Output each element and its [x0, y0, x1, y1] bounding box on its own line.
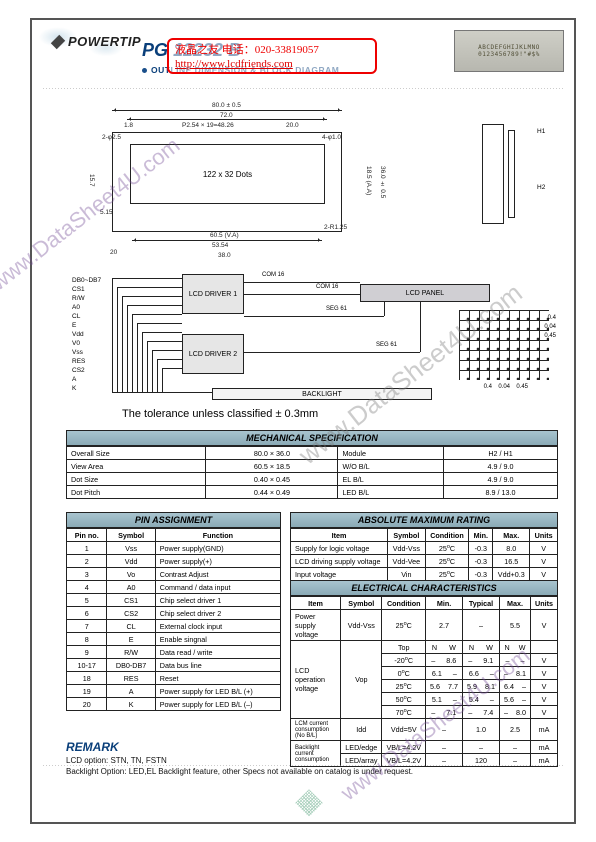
- brand-text: POWERTIP: [68, 34, 141, 49]
- lcd-line1: ABCDEFGHIJKLMNO: [478, 44, 540, 51]
- pin-assign: PIN ASSIGNMENT Pin no.SymbolFunction1Vss…: [66, 512, 281, 711]
- chip-d2: 0.04: [544, 324, 556, 330]
- lcd-driver-1: LCD DRIVER 1: [182, 274, 244, 314]
- mech-spec-table: Overall Size80.0 × 36.0ModuleH2 / H1View…: [66, 446, 558, 499]
- elec-title: ELECTRICAL CHARACTERISTICS: [290, 580, 558, 596]
- divider-dots-1: [42, 88, 564, 89]
- page-frame: POWERTIP ABCDEFGHIJKLMNO 0123456789!"#$%…: [30, 18, 576, 824]
- lbl-h2: H2: [537, 184, 545, 191]
- mech-spec-title: MECHANICAL SPECIFICATION: [66, 430, 558, 446]
- remark-section: REMARK LCD option: STN, TN, FSTN Backlig…: [66, 740, 558, 776]
- dim-72: 72.0: [220, 112, 233, 119]
- backlight-box: BACKLIGHT: [212, 388, 432, 400]
- absmax-table: ItemSymbolConditionMin.Max.UnitsSupply f…: [290, 528, 558, 581]
- chip-d1: 0.4: [548, 315, 556, 321]
- dot-pitch-detail: [459, 310, 549, 380]
- chip-d4: 0.4: [484, 384, 492, 390]
- vendor-line1: 液晶之友 电话：020-33819057: [175, 43, 369, 57]
- active-area: 122 x 32 Dots: [130, 144, 325, 204]
- lcd-driver-2: LCD DRIVER 2: [182, 334, 244, 374]
- remark-title: REMARK: [66, 740, 558, 754]
- dim-20: 20.0: [286, 122, 299, 129]
- absmax-title: ABSOLUTE MAXIMUM RATING: [290, 512, 558, 528]
- chip-d3: 0.45: [544, 333, 556, 339]
- lcd-line2: 0123456789!"#$%: [478, 51, 540, 58]
- brand-diamond-icon: [51, 34, 65, 48]
- vendor-overlay: 液晶之友 电话：020-33819057 http://www.lcdfrien…: [167, 38, 377, 74]
- dim-w20: 20: [110, 249, 117, 256]
- side-view: H1 H2: [442, 124, 562, 249]
- lcd-panel-box: LCD PANEL: [360, 284, 490, 302]
- chip-d6: 0.45: [516, 384, 528, 390]
- brand-logo: POWERTIP: [52, 34, 141, 49]
- tolerance-note: The tolerance unless classified ± 0.3mm: [122, 408, 318, 420]
- front-view: 80.0 ± 0.5 72.0 P2.54 × 19=48.26 1.8 20.…: [72, 104, 382, 254]
- remark-line1: LCD option: STN, TN, FSTN: [66, 756, 558, 765]
- lbl-com16a: COM 16: [262, 272, 284, 278]
- pin-title: PIN ASSIGNMENT: [66, 512, 281, 528]
- dim-w-overall: 80.0 ± 0.5: [212, 102, 241, 109]
- dim-w38: 38.0: [218, 252, 231, 259]
- dim-h-aa: 18.5 (A.A): [365, 166, 372, 195]
- pin-table: Pin no.SymbolFunction1VssPower supply(GN…: [66, 528, 281, 711]
- outline-drawing: 80.0 ± 0.5 72.0 P2.54 × 19=48.26 1.8 20.…: [72, 104, 562, 264]
- chip-d5: 0.04: [498, 384, 510, 390]
- dim-hole: 2-φ2.5: [102, 134, 121, 141]
- signal-labels: DB0~DB7CS1R/WA0CLEVddV0VssRESCS2AK: [72, 276, 101, 393]
- footer-ornament-icon: [295, 789, 323, 817]
- dim-pitch: P2.54 × 19=48.26: [182, 122, 234, 129]
- dim-h15: 15.7: [88, 174, 95, 187]
- dim-h-overall: 36.0 ± 0.5: [379, 166, 386, 198]
- dim-r125: 2-R1.25: [324, 224, 347, 231]
- mech-spec: MECHANICAL SPECIFICATION Overall Size80.…: [66, 430, 558, 499]
- lbl-seg61b: SEG 61: [376, 342, 397, 348]
- dim-h5: 5.15: [100, 209, 113, 216]
- lbl-com16b: COM 16: [316, 284, 338, 290]
- lcd-module-photo: ABCDEFGHIJKLMNO 0123456789!"#$%: [454, 30, 564, 72]
- ratings-col: ABSOLUTE MAXIMUM RATING ItemSymbolCondit…: [290, 512, 558, 767]
- vendor-link[interactable]: http://www.lcdfriends.com: [175, 58, 293, 70]
- dim-hole4: 4-φ1.0: [322, 134, 341, 141]
- dim-va-w: 60.5 (V.A): [210, 232, 239, 239]
- lbl-seg61a: SEG 61: [326, 306, 347, 312]
- remark-line2: Backlight Option: LED,EL Backlight featu…: [66, 767, 558, 776]
- dim-18: 1.8: [124, 122, 133, 129]
- lbl-h1: H1: [537, 128, 545, 135]
- dim-w53: 53.54: [212, 242, 228, 249]
